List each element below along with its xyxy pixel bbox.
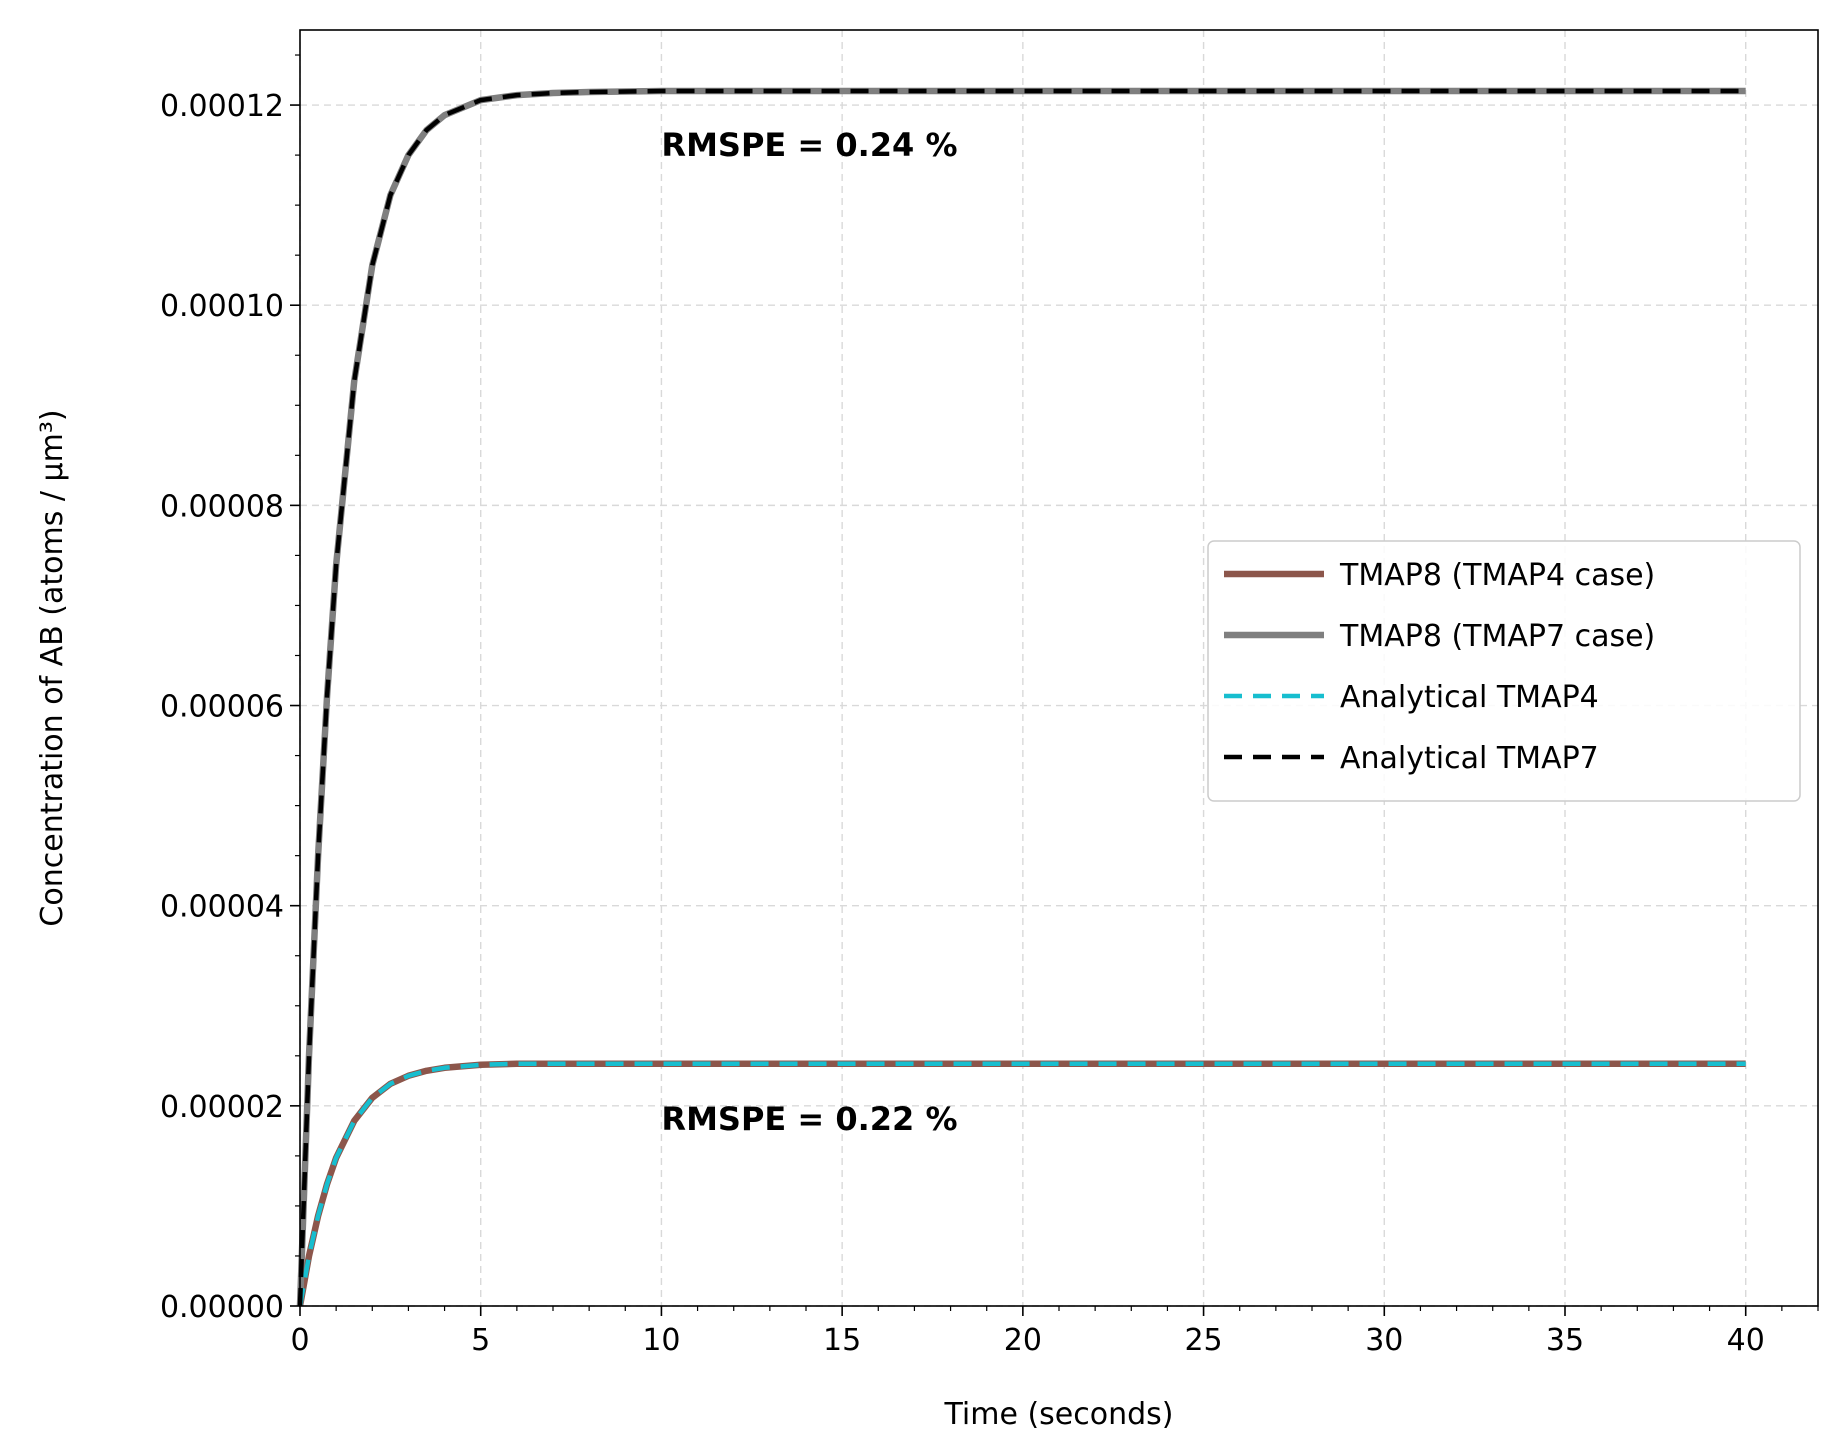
legend-item: Analytical TMAP4 <box>1224 680 1599 715</box>
series-analytical-tmap7 <box>297 88 1746 1307</box>
y-axis-label: Concentration of AB (atoms / μm³) <box>35 409 70 926</box>
x-tick-label: 15 <box>823 1323 861 1358</box>
legend: TMAP8 (TMAP4 case) TMAP8 (TMAP7 case) Anal… <box>1207 540 1801 802</box>
y-tick-label: 0.00012 <box>160 89 284 124</box>
x-tick-label: 25 <box>1184 1323 1222 1358</box>
series-line <box>297 1061 1746 1307</box>
x-tick-label: 30 <box>1365 1323 1403 1358</box>
y-tick-label: 0.00008 <box>160 489 284 524</box>
series-layer <box>296 87 1746 1307</box>
legend-box <box>1207 540 1801 802</box>
legend-item: Analytical TMAP7 <box>1224 741 1599 776</box>
legend-label: Analytical TMAP7 <box>1340 741 1599 776</box>
legend-label: TMAP8 (TMAP7 case) <box>1339 619 1655 654</box>
y-tick-label: 0.00006 <box>160 690 284 725</box>
legend-label: Analytical TMAP4 <box>1340 680 1599 715</box>
x-axis-label: Time (seconds) <box>944 1397 1174 1432</box>
series-line <box>297 88 1746 1307</box>
x-tick-label: 40 <box>1727 1323 1765 1358</box>
y-tick-label: 0.00000 <box>160 1290 284 1325</box>
y-tick-label: 0.00004 <box>160 890 284 925</box>
rmspe-annotation: RMSPE = 0.22 % <box>661 1100 957 1138</box>
legend-item: TMAP8 (TMAP4 case) <box>1224 558 1655 593</box>
rmspe-annotation: RMSPE = 0.24 % <box>661 126 957 164</box>
series-analytical-tmap4 <box>297 1061 1746 1307</box>
x-tick-label: 35 <box>1546 1323 1584 1358</box>
x-tick-label: 0 <box>290 1323 309 1358</box>
x-tick-label: 20 <box>1004 1323 1042 1358</box>
legend-item: TMAP8 (TMAP7 case) <box>1224 619 1655 654</box>
legend-label: TMAP8 (TMAP4 case) <box>1339 558 1655 593</box>
y-tick-label: 0.00010 <box>160 289 284 324</box>
x-tick-label: 10 <box>642 1323 680 1358</box>
axis-ticks: 0 5 10 15 20 25 30 35 40 0.00000 0.00002 0.00004 0.0… <box>160 54 1819 1358</box>
x-tick-label: 5 <box>471 1323 490 1358</box>
y-tick-label: 0.00002 <box>160 1090 284 1125</box>
annotations: RMSPE = 0.24 % RMSPE = 0.22 % <box>661 126 957 1138</box>
